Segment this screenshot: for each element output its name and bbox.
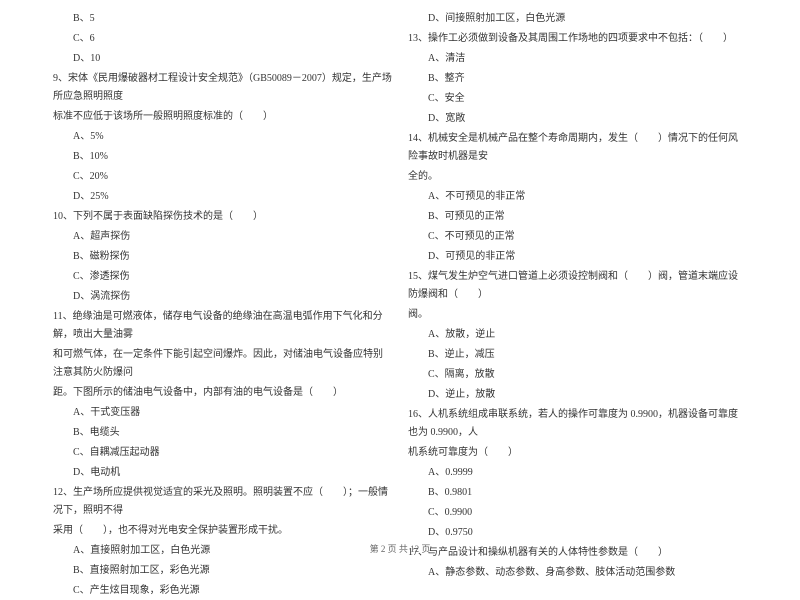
- q14-option-d: D、可预见的非正常: [408, 248, 747, 266]
- q15-option-a: A、放散，逆止: [408, 326, 747, 344]
- q8-option-c: C、6: [53, 30, 392, 48]
- q14-text-2: 全的。: [408, 168, 747, 186]
- q13-option-b: B、整齐: [408, 70, 747, 88]
- page-container: B、5 C、6 D、10 9、宋体《民用爆破器材工程设计安全规范》（GB5008…: [0, 0, 800, 565]
- q10-text: 10、下列不属于表面缺陷探伤技术的是（ ）: [53, 208, 392, 226]
- q13-option-a: A、清洁: [408, 50, 747, 68]
- right-column: D、间接照射加工区，白色光源 13、操作工必须做到设备及其周围工作场地的四项要求…: [400, 10, 755, 540]
- q14-text-1: 14、机械安全是机械产品在整个寿命周期内，发生（ ）情况下的任何风险事故时机器是…: [408, 130, 747, 166]
- q11-option-d: D、电动机: [53, 464, 392, 482]
- q15-option-d: D、逆止，放散: [408, 386, 747, 404]
- q15-text-1: 15、煤气发生炉空气进口管道上必须设控制阀和（ ）阀，管道末端应设防爆阀和（ ）: [408, 268, 747, 304]
- q8-option-d: D、10: [53, 50, 392, 68]
- q13-text: 13、操作工必须做到设备及其周围工作场地的四项要求中不包括：（ ）: [408, 30, 747, 48]
- q10-option-d: D、涡流探伤: [53, 288, 392, 306]
- q16-option-b: B、0.9801: [408, 484, 747, 502]
- q9-option-d: D、25%: [53, 188, 392, 206]
- q9-text-1: 9、宋体《民用爆破器材工程设计安全规范》（GB50089－2007）规定，生产场…: [53, 70, 392, 106]
- q10-option-c: C、渗透探伤: [53, 268, 392, 286]
- q11-text-3: 距。下图所示的储油电气设备中，内部有油的电气设备是（ ）: [53, 384, 392, 402]
- q16-option-c: C、0.9900: [408, 504, 747, 522]
- q16-option-a: A、0.9999: [408, 464, 747, 482]
- left-column: B、5 C、6 D、10 9、宋体《民用爆破器材工程设计安全规范》（GB5008…: [45, 10, 400, 540]
- q12-text-2: 采用（ ），也不得对光电安全保护装置形成干扰。: [53, 522, 392, 540]
- q9-option-a: A、5%: [53, 128, 392, 146]
- q14-option-a: A、不可预见的非正常: [408, 188, 747, 206]
- q8-option-b: B、5: [53, 10, 392, 28]
- q13-option-d: D、宽敞: [408, 110, 747, 128]
- q11-option-a: A、干式变压器: [53, 404, 392, 422]
- q17-option-a: A、静态参数、动态参数、身高参数、肢体活动范围参数: [408, 564, 747, 582]
- q9-option-b: B、10%: [53, 148, 392, 166]
- q12-option-d: D、间接照射加工区，白色光源: [408, 10, 747, 28]
- q11-option-b: B、电缆头: [53, 424, 392, 442]
- q15-text-2: 阀。: [408, 306, 747, 324]
- q16-option-d: D、0.9750: [408, 524, 747, 542]
- q14-option-b: B、可预见的正常: [408, 208, 747, 226]
- q16-text-2: 机系统可靠度为（ ）: [408, 444, 747, 462]
- q14-option-c: C、不可预见的正常: [408, 228, 747, 246]
- page-footer: 第 2 页 共 12 页: [0, 541, 800, 557]
- q10-option-a: A、超声探伤: [53, 228, 392, 246]
- q13-option-c: C、安全: [408, 90, 747, 108]
- q10-option-b: B、磁粉探伤: [53, 248, 392, 266]
- q11-text-1: 11、绝缘油是可燃液体，储存电气设备的绝缘油在高温电弧作用下气化和分解，喷出大量…: [53, 308, 392, 344]
- q15-option-c: C、隔离，放散: [408, 366, 747, 384]
- q9-option-c: C、20%: [53, 168, 392, 186]
- q12-option-c: C、产生炫目现象，彩色光源: [53, 582, 392, 600]
- q11-option-c: C、自耦减压起动器: [53, 444, 392, 462]
- q16-text-1: 16、人机系统组成串联系统，若人的操作可靠度为 0.9900，机器设备可靠度也为…: [408, 406, 747, 442]
- q9-text-2: 标准不应低于该场所一般照明照度标准的（ ）: [53, 108, 392, 126]
- q15-option-b: B、逆止，减压: [408, 346, 747, 364]
- q12-text-1: 12、生产场所应提供视觉适宜的采光及照明。照明装置不应（ ）；一般情况下，照明不…: [53, 484, 392, 520]
- q11-text-2: 和可燃气体，在一定条件下能引起空间爆炸。因此，对储油电气设备应特别注意其防火防爆…: [53, 346, 392, 382]
